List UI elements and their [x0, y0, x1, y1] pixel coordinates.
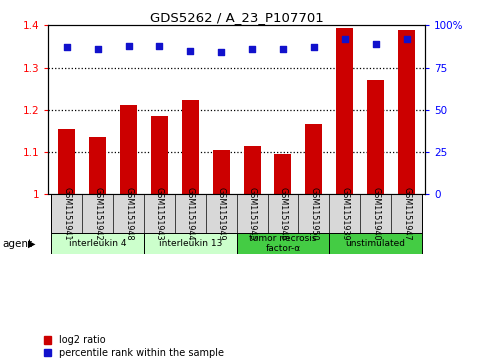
- Point: [341, 36, 349, 42]
- Point: [310, 44, 318, 50]
- Bar: [329, 233, 422, 254]
- Point: [279, 46, 287, 52]
- Point: [156, 43, 163, 49]
- Text: tumor necrosis
factor-α: tumor necrosis factor-α: [249, 234, 317, 253]
- Bar: [305, 125, 322, 194]
- Text: GSM1151942: GSM1151942: [93, 187, 102, 240]
- Text: interleukin 4: interleukin 4: [69, 239, 127, 248]
- Point: [186, 48, 194, 54]
- Text: GSM1151947: GSM1151947: [402, 187, 411, 240]
- Text: agent: agent: [2, 238, 32, 249]
- Bar: [243, 146, 261, 194]
- Bar: [398, 30, 415, 194]
- Legend: log2 ratio, percentile rank within the sample: log2 ratio, percentile rank within the s…: [43, 335, 224, 358]
- Text: ▶: ▶: [28, 238, 35, 249]
- Text: GSM1151943: GSM1151943: [155, 187, 164, 240]
- Text: unstimulated: unstimulated: [346, 239, 406, 248]
- Point: [63, 44, 71, 50]
- Text: GSM1151945: GSM1151945: [248, 187, 256, 240]
- Bar: [274, 154, 291, 194]
- Point: [94, 46, 101, 52]
- Text: GSM1151949: GSM1151949: [217, 187, 226, 240]
- Bar: [367, 80, 384, 194]
- Bar: [89, 137, 106, 194]
- Point: [125, 43, 132, 49]
- Bar: [151, 116, 168, 194]
- Point: [403, 36, 411, 42]
- Text: GSM1151948: GSM1151948: [124, 187, 133, 240]
- Point: [248, 46, 256, 52]
- Text: GSM1151950: GSM1151950: [310, 187, 318, 240]
- Point: [372, 41, 380, 47]
- Title: GDS5262 / A_23_P107701: GDS5262 / A_23_P107701: [150, 11, 324, 24]
- Text: interleukin 13: interleukin 13: [158, 239, 222, 248]
- Bar: [51, 233, 144, 254]
- Bar: [213, 150, 230, 194]
- Bar: [182, 101, 199, 194]
- Bar: [51, 194, 422, 233]
- Point: [217, 49, 225, 55]
- Text: GSM1151939: GSM1151939: [340, 187, 349, 240]
- Bar: [120, 105, 137, 194]
- Bar: [58, 129, 75, 194]
- Text: GSM1151940: GSM1151940: [371, 187, 380, 240]
- Bar: [336, 28, 353, 194]
- Text: GSM1151944: GSM1151944: [186, 187, 195, 240]
- Bar: [237, 233, 329, 254]
- Bar: [144, 233, 237, 254]
- Text: GSM1151946: GSM1151946: [279, 187, 287, 240]
- Text: GSM1151941: GSM1151941: [62, 187, 71, 240]
